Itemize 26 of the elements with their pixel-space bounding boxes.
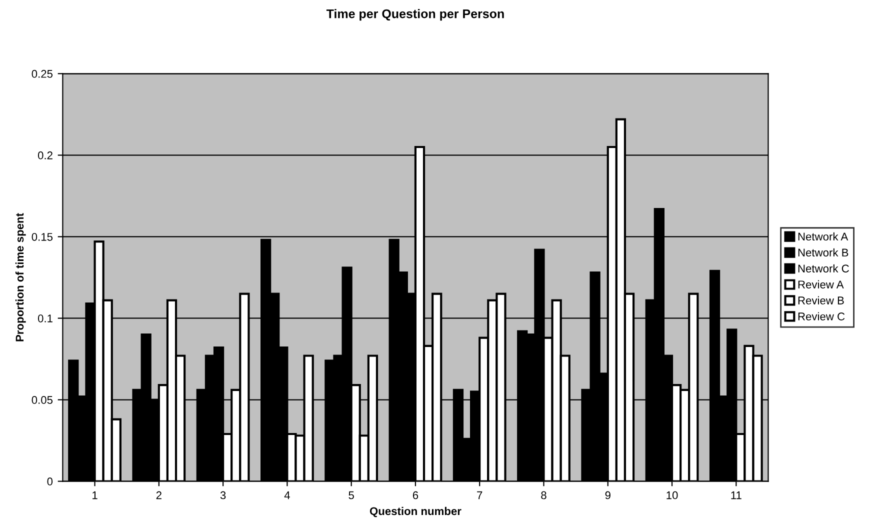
y-tick-label: 0 — [47, 478, 53, 486]
y-axis-title: Proportion of time spent — [15, 213, 26, 342]
x-tick-label: 3 — [220, 491, 226, 500]
x-tick-label: 7 — [477, 491, 482, 500]
y-tick-label: 0.15 — [32, 232, 53, 241]
legend-label: Network B — [798, 248, 848, 257]
x-tick-label: 11 — [731, 491, 742, 500]
legend-label: Review A — [798, 280, 844, 288]
x-tick-label: 10 — [666, 491, 678, 500]
y-tick-label: 0.05 — [32, 396, 53, 404]
legend-label: Review C — [798, 312, 845, 320]
x-tick-label: 1 — [92, 491, 98, 500]
x-tick-label: 5 — [348, 491, 354, 500]
y-tick-label: 0.25 — [32, 70, 53, 78]
legend-label: Network A — [798, 232, 848, 241]
x-tick-label: 2 — [156, 491, 162, 500]
x-tick-label: 4 — [284, 491, 290, 500]
x-axis-title: Question number — [370, 506, 462, 518]
x-tick-label: 8 — [541, 491, 546, 500]
x-tick-label: 9 — [605, 491, 610, 500]
legend-label: Review B — [798, 296, 844, 304]
y-tick-label: 0.1 — [38, 314, 52, 322]
chart-title: Time per Question per Person — [326, 9, 504, 21]
legend-label: Network C — [798, 264, 849, 272]
y-tick-label: 0.2 — [38, 151, 52, 160]
x-tick-label: 6 — [412, 491, 418, 500]
